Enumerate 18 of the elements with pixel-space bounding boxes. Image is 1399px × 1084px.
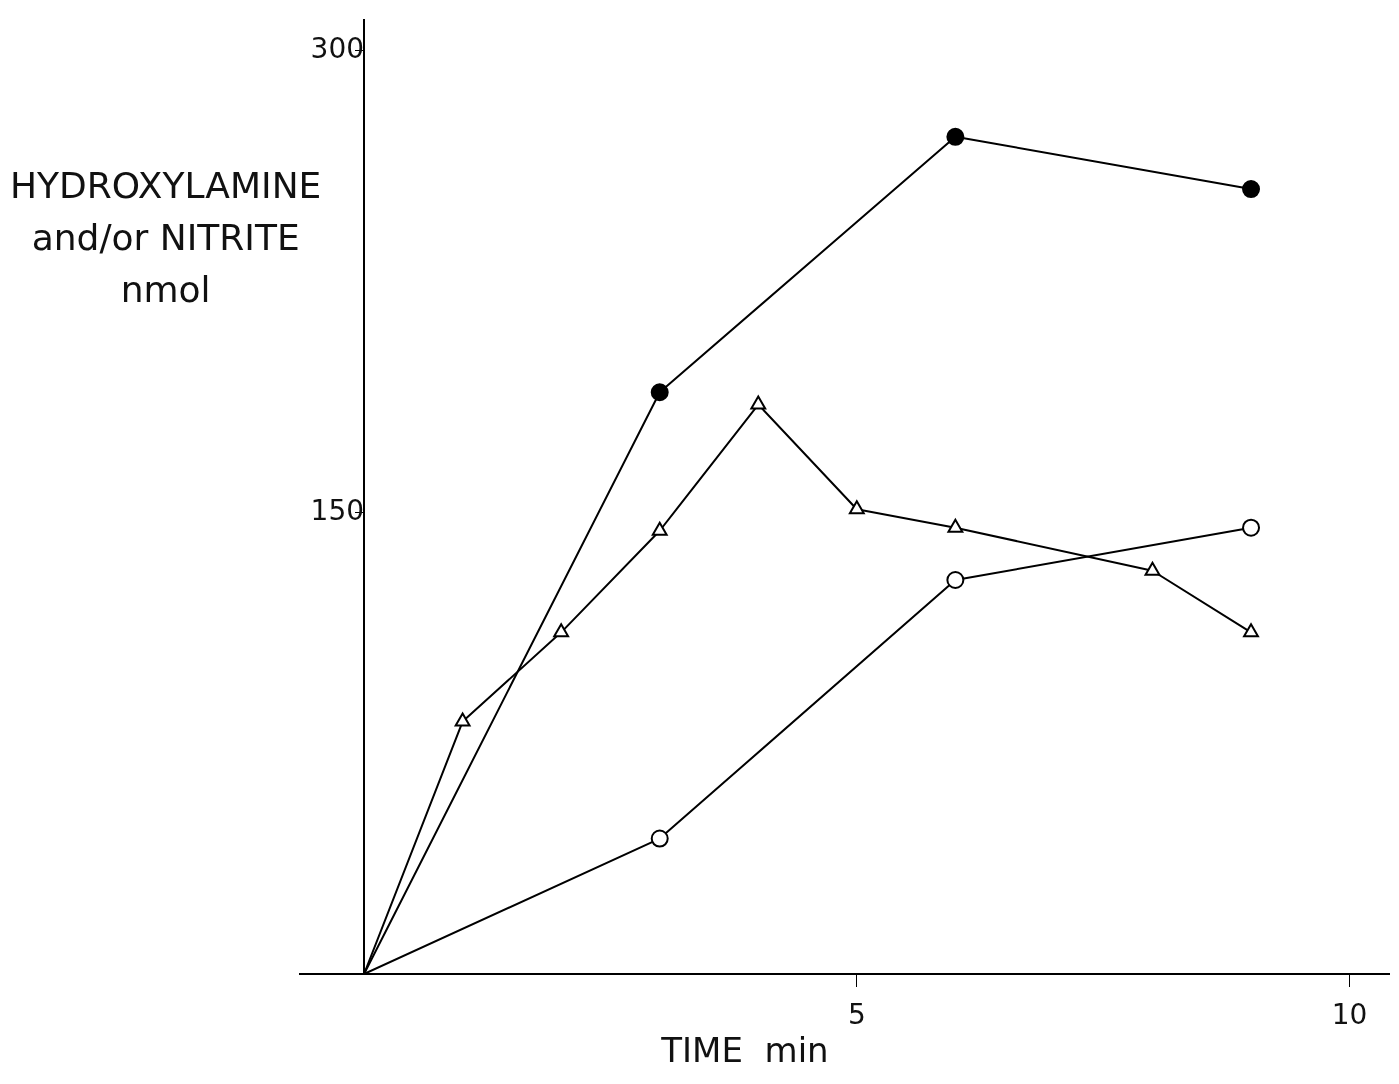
y-tick-label: 300	[310, 31, 365, 65]
point	[553, 623, 570, 638]
point	[650, 383, 669, 402]
y-tick-label: 150	[310, 493, 365, 527]
point	[848, 500, 865, 515]
x-axis-title: TIME min	[660, 1030, 830, 1070]
x-tick-label: 10	[1331, 998, 1368, 1032]
point	[947, 518, 964, 533]
point	[1242, 518, 1261, 537]
point	[1144, 561, 1161, 576]
point	[1243, 623, 1259, 638]
x-tick-label: 5	[847, 998, 866, 1032]
y-axis-title: HYDROXYLAMINE and/or NITRITE nmol	[10, 164, 322, 313]
point	[454, 712, 471, 727]
point	[946, 127, 965, 146]
point	[651, 521, 668, 536]
point	[1242, 180, 1261, 199]
point	[750, 395, 767, 410]
